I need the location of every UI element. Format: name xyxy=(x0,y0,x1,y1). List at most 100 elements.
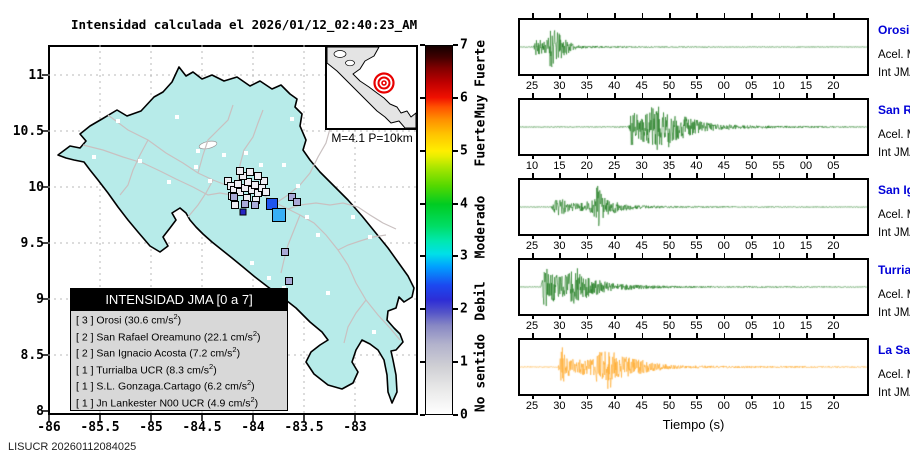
station-marker-no-data xyxy=(368,235,372,239)
station-marker-no-data xyxy=(250,261,254,265)
lon-tick-label: -84 xyxy=(241,420,265,435)
time-tick xyxy=(586,253,589,258)
time-tick xyxy=(559,173,561,178)
time-tick-label: 00 xyxy=(717,400,730,412)
time-tick xyxy=(614,234,616,239)
station-accel-max: Acel. Max. 0.5 xyxy=(878,369,910,381)
time-tick xyxy=(559,93,561,98)
time-tick-label: 35 xyxy=(580,240,593,252)
lat-tick-label: 9.5 xyxy=(20,236,44,251)
time-tick xyxy=(778,234,781,239)
legend-row: [ 3 ] Orosi (30.6 cm/s2) xyxy=(76,312,182,327)
station-marker-no-data xyxy=(259,163,263,167)
lon-tick-label: -85 xyxy=(139,420,163,435)
time-tick-label: 10 xyxy=(772,400,785,412)
station-marker-no-data xyxy=(222,153,226,157)
time-tick xyxy=(751,154,753,159)
time-tick xyxy=(751,253,753,258)
lake xyxy=(345,59,355,67)
time-tick-label: 00 xyxy=(799,160,813,172)
station-int-jma: Int JMA: 2 xyxy=(878,67,910,79)
time-tick xyxy=(559,74,561,79)
time-tick xyxy=(833,253,835,258)
time-tick xyxy=(723,154,726,159)
station-marker-int1 xyxy=(241,200,249,208)
time-tick-label: 35 xyxy=(580,320,593,332)
colorbar-tick xyxy=(453,414,458,416)
intensity-legend: INTENSIDAD JMA [0 a 7] [ 3 ] Orosi (30.6… xyxy=(70,288,288,411)
time-tick xyxy=(806,314,808,319)
colorbar-tick xyxy=(453,361,458,364)
time-tick-label: 15 xyxy=(799,320,813,332)
superscript: 2 xyxy=(232,345,237,354)
time-tick-label: 25 xyxy=(525,80,539,92)
time-tick xyxy=(833,234,835,239)
road xyxy=(337,234,387,251)
station-marker-no-data xyxy=(167,180,171,184)
time-tick xyxy=(669,234,671,239)
time-tick xyxy=(641,74,644,79)
road xyxy=(280,214,301,274)
time-tick xyxy=(833,154,835,159)
time-tick-label: 20 xyxy=(827,320,840,332)
time-tick xyxy=(723,13,726,18)
time-tick-label: 30 xyxy=(553,320,566,332)
station-marker-int1 xyxy=(230,193,238,201)
lat-tick-label: 9 xyxy=(36,292,44,307)
footer-timestamp: LISUCR 20260112084025 xyxy=(8,441,137,453)
station-name: Turrialba UCR xyxy=(878,263,910,277)
time-tick-label: 00 xyxy=(717,80,730,92)
station-marker-no-data xyxy=(305,215,309,219)
time-tick-label: 05 xyxy=(745,240,758,252)
station-name: La Sabana xyxy=(878,343,910,357)
time-tick-label: 15 xyxy=(799,240,813,252)
station-name: San Rafael Oreamuno xyxy=(878,103,910,117)
time-tick-label: 30 xyxy=(553,80,566,92)
station-marker-no-data xyxy=(372,330,376,334)
station-marker-int0 xyxy=(262,188,270,196)
time-tick xyxy=(586,154,589,159)
time-tick-label: 40 xyxy=(608,240,621,252)
superscript: 2 xyxy=(252,328,258,338)
time-tick xyxy=(696,333,698,338)
time-tick-label: 40 xyxy=(608,80,621,92)
time-tick xyxy=(532,13,534,18)
time-tick xyxy=(586,333,589,338)
time-tick xyxy=(641,173,644,178)
seismogram-trace xyxy=(520,340,867,394)
lon-tick-label: -83 xyxy=(343,420,367,435)
station-marker-int0 xyxy=(254,172,262,180)
time-tick xyxy=(532,154,534,159)
time-tick xyxy=(614,314,616,319)
seismogram-panel-orosi xyxy=(518,13,869,79)
legend-row: [ 1 ] Turrialba UCR (8.3 cm/s2) xyxy=(76,361,217,377)
time-tick xyxy=(669,93,671,98)
time-tick xyxy=(532,74,534,79)
time-tick xyxy=(833,93,835,98)
time-tick xyxy=(778,253,781,258)
time-tick xyxy=(751,314,753,319)
station-marker-no-data xyxy=(303,343,307,347)
time-tick xyxy=(806,154,808,159)
superscript: 2 xyxy=(209,361,214,371)
station-accel-max: Acel. Max. 2.1 xyxy=(878,49,910,61)
time-tick-label: 25 xyxy=(525,320,539,332)
seismogram-panel-san-ignacio-acosta xyxy=(518,173,869,239)
lat-tick-label: 11 xyxy=(28,68,44,83)
station-marker-int3-large xyxy=(272,208,286,222)
time-tick xyxy=(806,173,808,178)
superscript: 2 xyxy=(250,394,255,404)
seismogram-panel-la-sabana xyxy=(518,333,869,399)
time-tick xyxy=(614,333,616,338)
time-tick-label: 20 xyxy=(827,400,840,412)
time-tick-label: 15 xyxy=(553,160,566,172)
superscript: 2 xyxy=(247,378,252,387)
colorbar-tick-label: 0 xyxy=(460,407,468,423)
time-tick xyxy=(778,314,781,319)
page-title: Intensidad calculada el 2026/01/12_02:40… xyxy=(71,17,418,32)
time-tick-label: 20 xyxy=(827,240,840,252)
time-tick-label: 50 xyxy=(662,320,676,332)
time-tick xyxy=(696,314,698,319)
station-marker-int0 xyxy=(236,167,244,175)
